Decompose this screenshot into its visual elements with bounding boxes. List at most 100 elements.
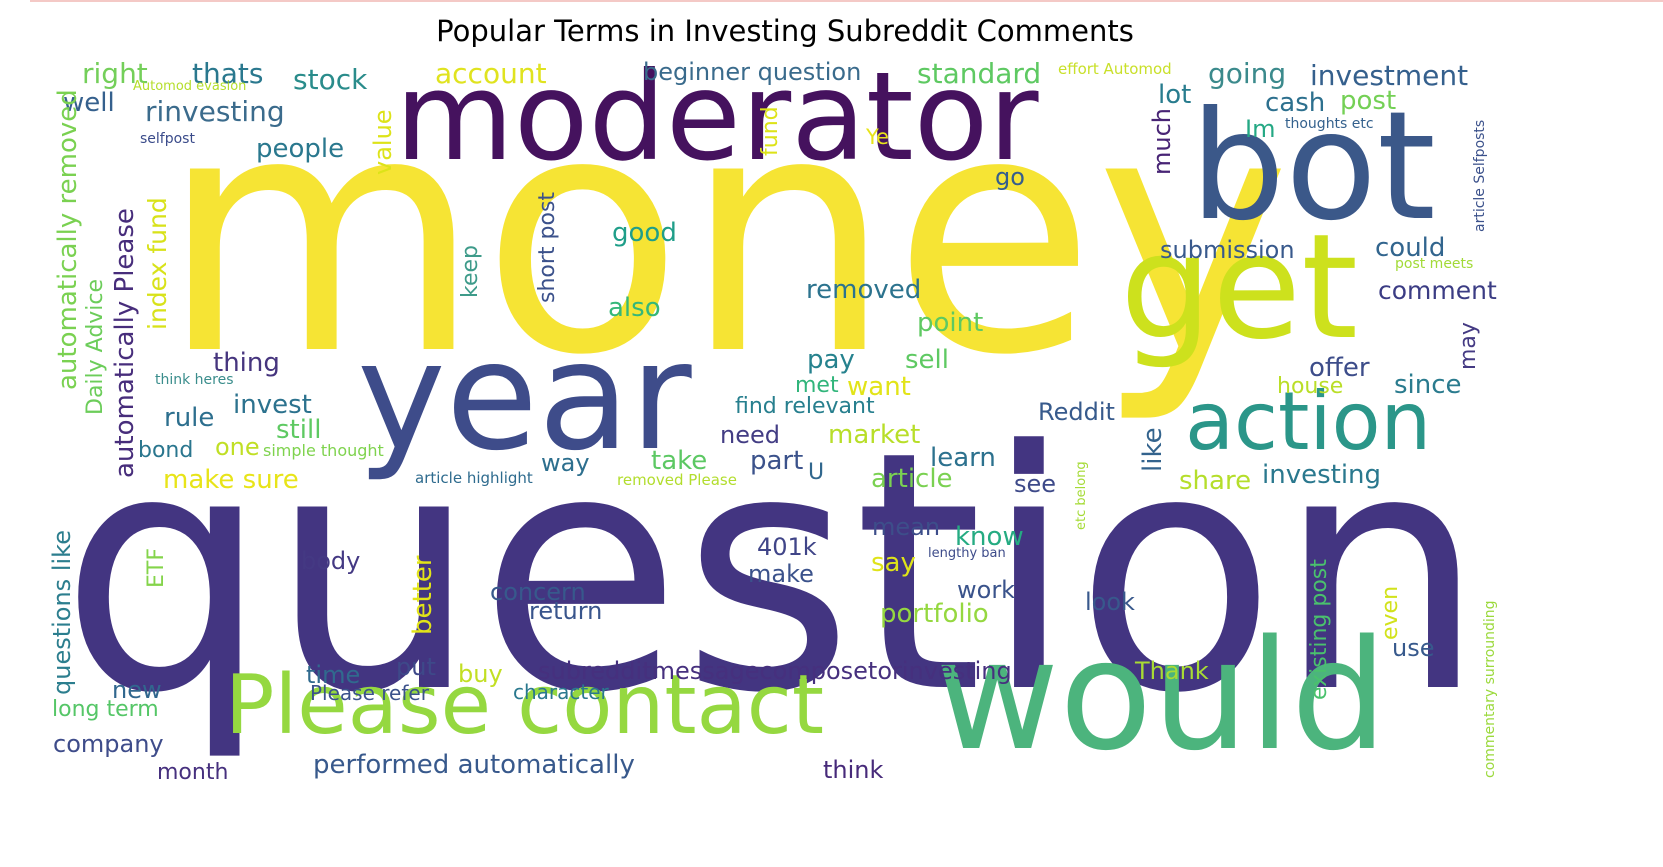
word-well: well	[63, 88, 115, 118]
word-thing: thing	[213, 348, 280, 378]
word-removed-please: removed Please	[617, 471, 737, 489]
word-buy: buy	[458, 660, 503, 688]
word-subredditmessagecomposetorinvesting: subredditmessagecomposetorinvesting	[538, 657, 1012, 685]
word-put: put	[396, 653, 436, 681]
word-value: value	[369, 109, 397, 175]
word-take: take	[651, 446, 708, 476]
word-removed: removed	[806, 275, 922, 305]
word-thank: Thank	[1135, 657, 1209, 685]
word-commentary-surrounding: commentary surrounding	[1482, 600, 1498, 778]
word-money: money	[160, 52, 1291, 427]
word-please-contact: Please contact	[225, 658, 825, 753]
word-one: one	[215, 433, 260, 461]
word-fund: fund	[758, 106, 783, 156]
word-still: still	[276, 415, 322, 445]
word-look: look	[1085, 588, 1135, 616]
word-portfolio: portfolio	[880, 599, 989, 629]
word-way: way	[541, 449, 590, 477]
word-action: action	[1185, 375, 1432, 468]
word-find-relevant: find relevant	[735, 394, 875, 419]
word-rule: rule	[164, 403, 215, 433]
word-standard: standard	[917, 57, 1042, 90]
word-daily-advice: Daily Advice	[83, 278, 108, 415]
word-go: go	[995, 163, 1025, 191]
truncated-output-text	[32, 846, 38, 867]
word-going: going	[1208, 57, 1287, 90]
word-house: house	[1277, 374, 1344, 399]
word-even: even	[1378, 585, 1403, 640]
word-better: better	[408, 555, 438, 635]
word-stock: stock	[293, 63, 368, 96]
word-return: return	[529, 597, 603, 625]
word-question: question	[60, 381, 1486, 765]
word-body: body	[301, 547, 361, 575]
word-existing-post: existing post	[1307, 559, 1332, 700]
word-etc-belong: etc belong	[1074, 461, 1089, 530]
word-investment: investment	[1310, 59, 1469, 92]
word-make: make	[748, 560, 814, 588]
word-company: company	[53, 730, 164, 758]
word-comment: comment	[1378, 276, 1497, 305]
word-good: good	[612, 218, 677, 248]
word-beginner-question: beginner question	[643, 58, 862, 86]
word-performed-automatically: performed automatically	[313, 750, 635, 780]
word-effort-automod: effort Automod	[1058, 60, 1172, 78]
word-automatically-please: automatically Please	[110, 208, 140, 478]
word-sell: sell	[905, 345, 949, 375]
word-automatically-removed: automatically removed	[53, 89, 83, 390]
word-also: also	[608, 293, 661, 323]
word-article: article	[871, 464, 953, 494]
word-year: year	[357, 310, 692, 484]
word-lengthy-ban: lengthy ban	[928, 546, 1006, 561]
word-market: market	[828, 420, 921, 450]
word-share: share	[1179, 466, 1252, 496]
word-please-refer: Please refer	[310, 681, 429, 705]
word-article-highlight: article highlight	[415, 469, 533, 487]
word-reddit: Reddit	[1038, 398, 1115, 426]
word-think-heres: think heres	[155, 372, 234, 388]
word-could: could	[1375, 233, 1446, 263]
word-short-post: short post	[535, 191, 560, 303]
word-rinvesting: rinvesting	[145, 95, 285, 128]
word-right: right	[82, 57, 148, 90]
word-make-sure: make sure	[163, 465, 299, 495]
word-investing: investing	[1262, 460, 1382, 490]
word-offer: offer	[1309, 353, 1370, 383]
word-bond: bond	[138, 438, 194, 463]
word-im: Im	[1245, 115, 1276, 143]
word-submission: submission	[1160, 236, 1295, 264]
word-get: get	[1120, 203, 1359, 372]
word-thoughts-etc: thoughts etc	[1285, 116, 1374, 132]
word-etf: ETF	[144, 548, 169, 588]
word-401k: 401k	[757, 533, 817, 561]
word-part: part	[750, 446, 804, 476]
word-u: U	[808, 460, 825, 485]
cell-top-border	[30, 0, 1663, 2]
word-selfpost: selfpost	[140, 131, 195, 147]
word-month: month	[157, 760, 229, 785]
word-concern: concern	[490, 578, 586, 606]
word-use: use	[1392, 634, 1435, 662]
word-think: think	[823, 756, 884, 784]
word-people: people	[256, 134, 345, 164]
word-see: see	[1014, 470, 1057, 498]
word-bot: bot	[1190, 80, 1436, 254]
word-like: like	[1138, 427, 1168, 472]
word-moderator: moderator	[395, 52, 1039, 188]
word-ye: Ye	[866, 125, 889, 149]
word-questions-like: questions like	[48, 530, 76, 695]
word-post-meets: post meets	[1395, 256, 1474, 272]
word-character: character	[513, 680, 609, 704]
word-post: post	[1340, 86, 1397, 116]
word-thats: thats	[192, 57, 264, 90]
word-may: may	[1456, 322, 1481, 370]
word-pay: pay	[807, 345, 855, 375]
word-cloud: question money moderator year bot get would act…	[38, 52, 1568, 812]
word-say: say	[871, 548, 916, 578]
word-learn: learn	[930, 443, 996, 473]
word-new: new	[112, 676, 162, 704]
word-met: met	[795, 373, 839, 398]
word-point: point	[917, 308, 984, 338]
word-cash: cash	[1265, 88, 1326, 118]
word-since: since	[1394, 370, 1462, 400]
